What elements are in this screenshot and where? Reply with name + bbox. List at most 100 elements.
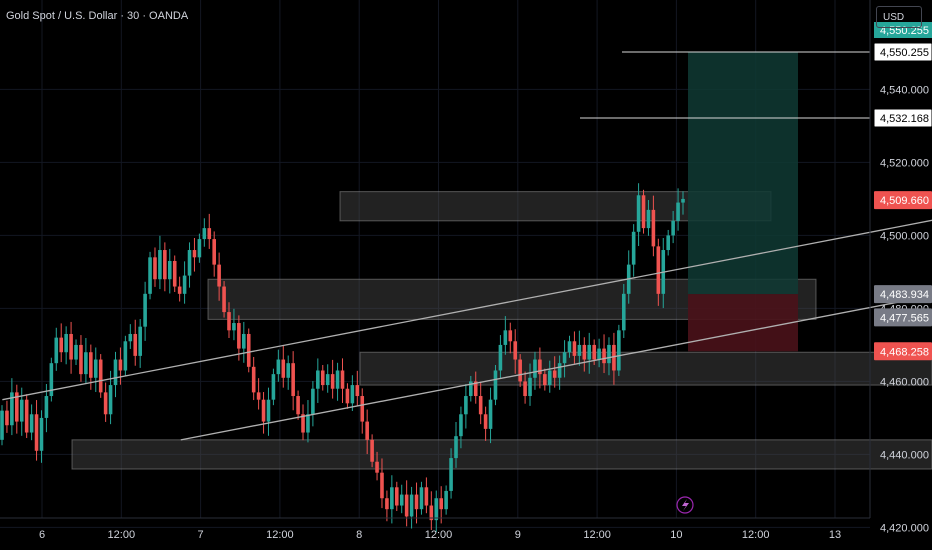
candle-body [10, 392, 14, 426]
currency-selector[interactable]: USD [876, 6, 922, 28]
candle [478, 381, 483, 425]
candle-body [207, 228, 212, 240]
candle [518, 354, 522, 387]
candle [153, 247, 157, 287]
candle-body [325, 374, 330, 386]
candle-body [444, 490, 448, 510]
candle [335, 362, 340, 401]
candle [330, 359, 335, 399]
price-label: 4,550.255 [873, 42, 932, 62]
candle [390, 475, 394, 524]
candle [602, 334, 606, 374]
time-tick-label: 12:00 [108, 529, 136, 541]
candle-body [69, 333, 73, 360]
candlestick-series [0, 183, 685, 533]
candle [281, 345, 286, 388]
price-label-text: 4,550.255 [880, 47, 929, 59]
candle [59, 323, 64, 363]
candle [138, 319, 142, 368]
candle-body [631, 231, 636, 265]
candle-body [227, 312, 231, 331]
candle-body [256, 392, 261, 400]
candle-body [276, 359, 281, 375]
target-price-label-partial [874, 22, 932, 38]
rising-channel[interactable] [2, 192, 932, 441]
candle-body [301, 414, 305, 433]
candle-body [681, 198, 685, 203]
candle [192, 237, 197, 272]
candle [439, 486, 443, 524]
zone-4 [71, 439, 932, 470]
candle-body [232, 323, 236, 331]
candle [582, 337, 587, 372]
long-position-tool[interactable] [688, 52, 798, 352]
candle-body [414, 494, 419, 510]
candle-body [469, 381, 473, 397]
candle [286, 355, 291, 390]
candle [0, 405, 4, 446]
price-tick-label: 4,540.000 [880, 84, 929, 96]
candle [375, 451, 379, 481]
candle-body [345, 388, 350, 404]
candle [49, 357, 54, 402]
candle-body [621, 293, 626, 331]
candle-body [306, 414, 310, 433]
candle [242, 321, 246, 363]
candle-body [212, 239, 216, 265]
candle [671, 210, 675, 244]
grid-lines [0, 0, 870, 528]
candle-body [98, 359, 103, 393]
candle [34, 400, 39, 461]
candle [409, 486, 414, 529]
candle-body [513, 341, 518, 360]
candle-body [172, 260, 177, 287]
lightning-icon[interactable] [676, 496, 694, 514]
candle-body [266, 399, 271, 422]
price-label: 4,509.660 [874, 191, 932, 210]
price-label-text: 4,477.565 [880, 312, 929, 324]
candle-body [286, 363, 291, 378]
candle [133, 319, 138, 366]
candle [158, 235, 162, 290]
candle [394, 481, 399, 512]
candle-body [676, 202, 680, 221]
candle-body [103, 392, 108, 415]
candle [207, 213, 212, 249]
candle [666, 229, 670, 256]
candle-body [251, 366, 256, 393]
candle [676, 188, 680, 231]
candle [493, 365, 498, 406]
target-lines[interactable] [580, 51, 870, 119]
candle [84, 337, 88, 384]
candle-body [587, 344, 592, 360]
candle-body [133, 333, 138, 356]
candle-body [202, 228, 207, 240]
candle [464, 383, 468, 429]
candle [547, 360, 552, 393]
candle-body [454, 436, 458, 459]
price-label-box [874, 191, 932, 210]
candle [19, 387, 24, 436]
candle [355, 370, 360, 406]
price-axis-labels: 4,550.255 4,550.255 4,532.168 4,509.660 4,48… [873, 22, 932, 361]
candle-body [409, 494, 414, 517]
channel-upper-line [2, 219, 932, 401]
time-tick-label: 12:00 [742, 529, 770, 541]
candle [148, 251, 152, 300]
candle [656, 238, 661, 306]
candle [528, 363, 532, 406]
candle [128, 324, 133, 349]
candle [350, 375, 355, 411]
candle-body [93, 359, 98, 378]
candle-body [177, 286, 182, 294]
candle-body [89, 352, 93, 378]
candle [311, 381, 315, 427]
candle-body [261, 399, 266, 422]
candle [54, 327, 59, 371]
candle [607, 337, 611, 376]
candle [296, 390, 300, 420]
candle-body [108, 385, 113, 415]
candle [69, 321, 73, 374]
candle [167, 248, 172, 294]
